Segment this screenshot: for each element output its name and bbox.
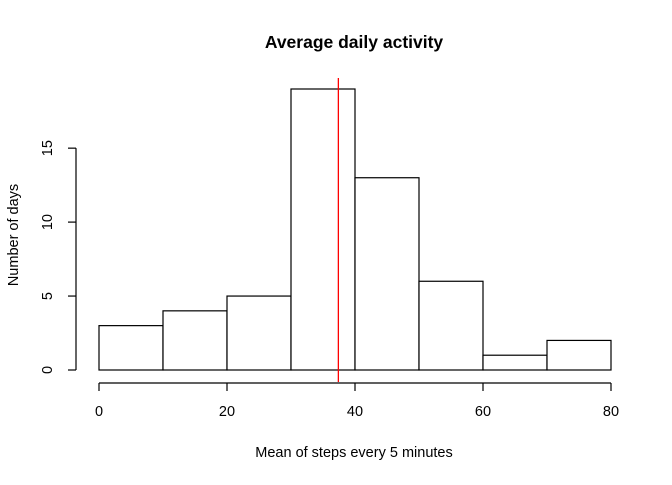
histogram-bar — [418, 280, 484, 371]
chart-title: Average daily activity — [265, 32, 444, 52]
x-axis: 0 20 40 60 80 — [95, 382, 619, 420]
y-tick-label: 10 — [40, 214, 56, 230]
y-axis-label: Number of days — [6, 184, 22, 286]
histogram-bar — [482, 354, 548, 371]
histogram-bar — [226, 295, 292, 371]
x-tick-label: 60 — [475, 404, 491, 420]
y-tick-label: 15 — [40, 140, 56, 156]
histogram-bar — [546, 339, 612, 371]
histogram-bar — [162, 310, 228, 371]
y-tick-label: 5 — [40, 292, 56, 300]
x-tick-label: 0 — [95, 404, 103, 420]
histogram-bar — [98, 325, 164, 371]
x-axis-label: Mean of steps every 5 minutes — [255, 445, 452, 461]
histogram-bar — [354, 177, 420, 371]
y-tick-label: 0 — [40, 366, 56, 374]
bars-layer — [98, 88, 612, 371]
x-tick-label: 80 — [603, 404, 619, 420]
histogram-bar — [290, 88, 356, 371]
x-tick-label: 40 — [347, 404, 363, 420]
y-axis: 0 5 10 15 — [40, 140, 77, 374]
x-tick-label: 20 — [219, 404, 235, 420]
